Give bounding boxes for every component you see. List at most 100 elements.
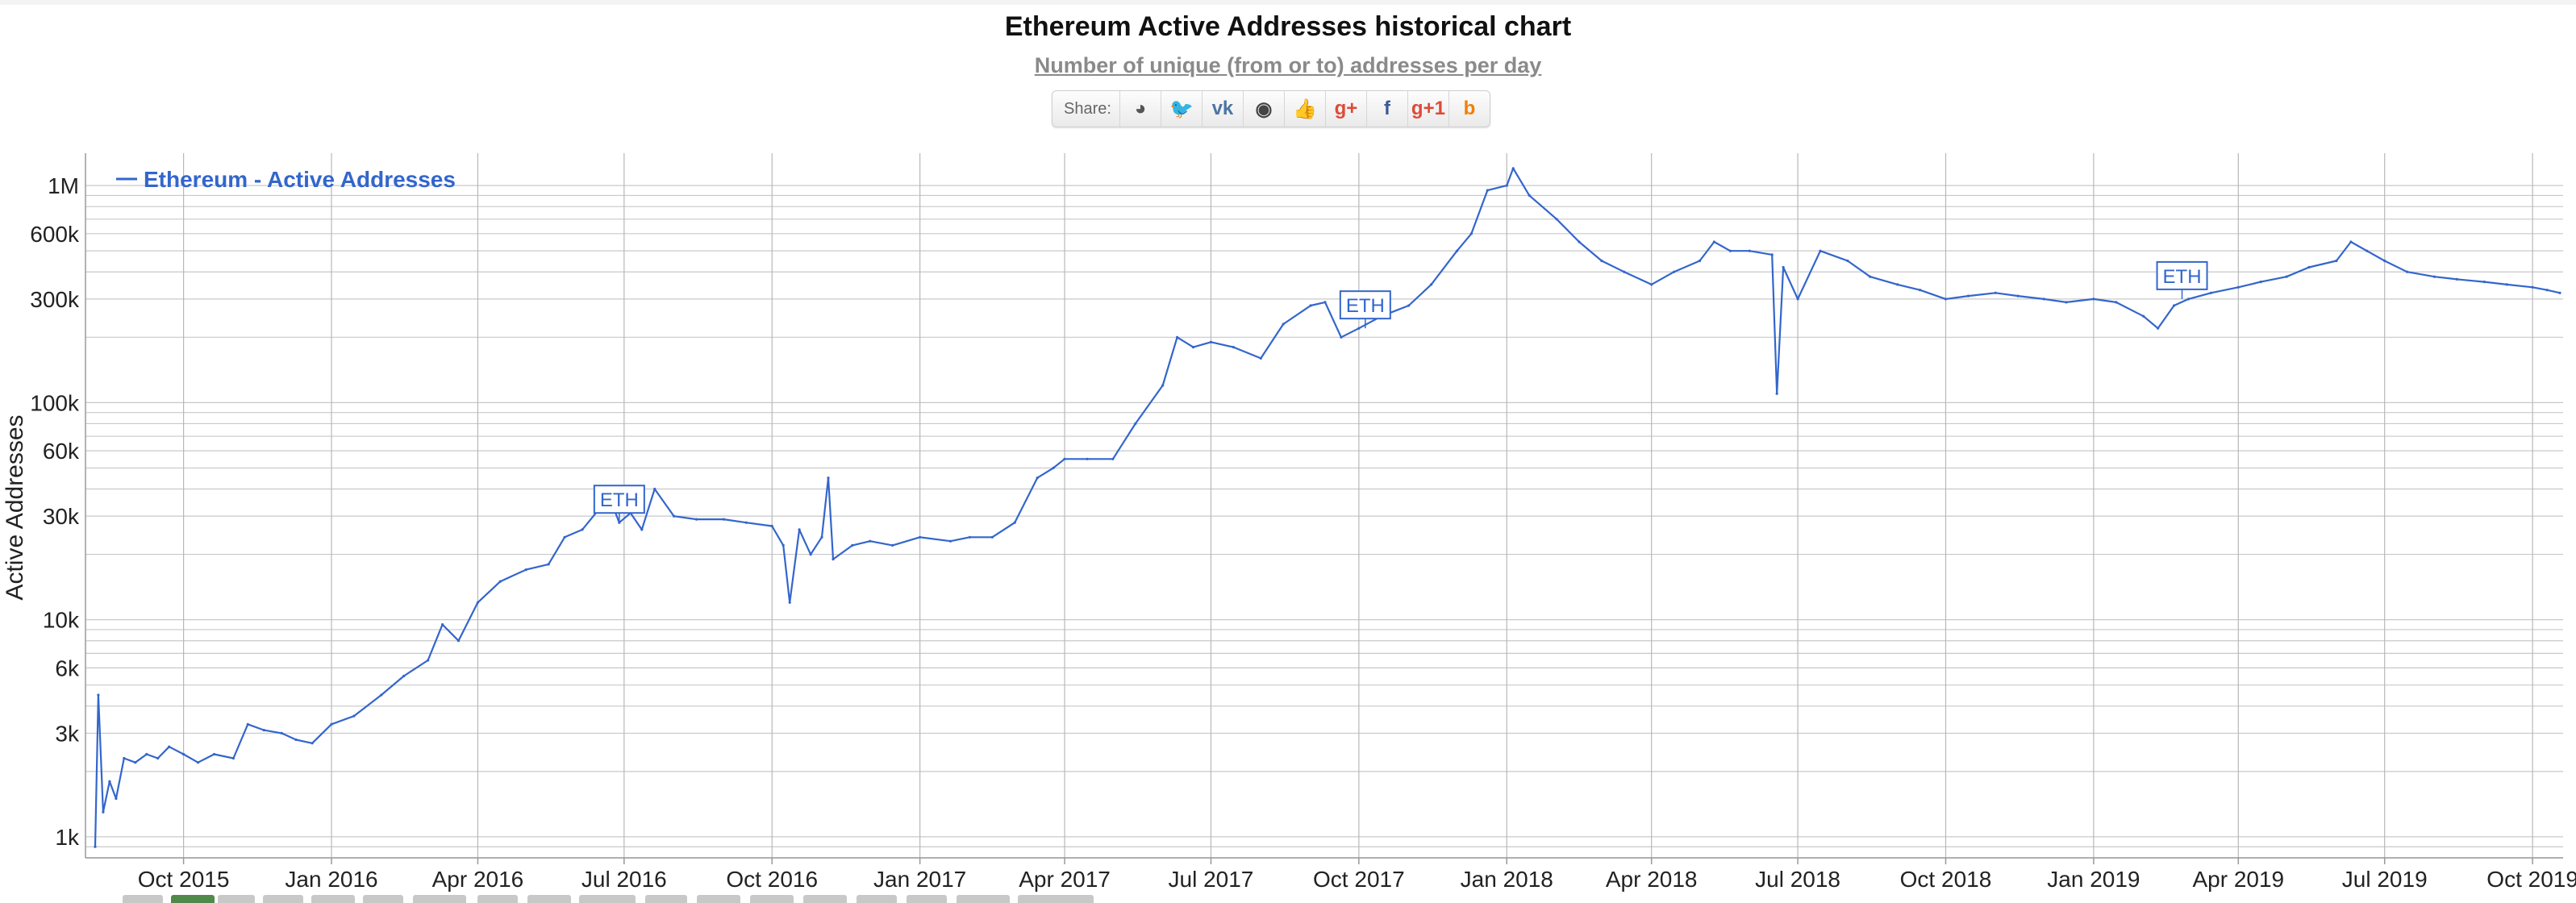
share-reddit-button[interactable]: ◕ <box>1119 91 1161 127</box>
data-point[interactable] <box>102 810 105 814</box>
data-point[interactable] <box>798 528 801 531</box>
range-navigator-button[interactable] <box>123 895 163 903</box>
data-point[interactable] <box>1013 521 1016 524</box>
data-point[interactable] <box>1782 265 1785 269</box>
data-point[interactable] <box>919 535 922 539</box>
range-navigator-button[interactable] <box>803 895 847 903</box>
share-twitter-button[interactable]: 🐦 <box>1160 91 1202 127</box>
data-point[interactable] <box>1323 301 1327 304</box>
data-point[interactable] <box>2335 259 2338 263</box>
data-point[interactable] <box>1919 289 1922 292</box>
data-point[interactable] <box>820 535 823 539</box>
data-point[interactable] <box>788 601 791 604</box>
data-point[interactable] <box>168 745 171 748</box>
data-point[interactable] <box>2236 285 2240 289</box>
data-point[interactable] <box>1819 249 1822 252</box>
data-point[interactable] <box>94 845 97 848</box>
data-point[interactable] <box>1698 259 1702 263</box>
range-navigator-button[interactable] <box>750 895 794 903</box>
data-point[interactable] <box>673 514 676 518</box>
data-point[interactable] <box>2016 294 2020 298</box>
data-point[interactable] <box>1309 304 1312 307</box>
data-point[interactable] <box>722 518 726 521</box>
data-point[interactable] <box>1994 291 1997 294</box>
data-point[interactable] <box>115 797 118 801</box>
data-point[interactable] <box>1063 457 1066 460</box>
data-point[interactable] <box>1232 346 1235 349</box>
data-point[interactable] <box>1191 346 1195 349</box>
legend[interactable]: Ethereum - Active Addresses <box>116 167 456 192</box>
range-navigator-button[interactable] <box>527 895 571 903</box>
data-point[interactable] <box>2065 301 2068 304</box>
data-point[interactable] <box>832 558 835 561</box>
data-point[interactable] <box>280 731 283 735</box>
data-point[interactable] <box>2366 249 2369 252</box>
data-point[interactable] <box>380 693 383 697</box>
range-navigator-button[interactable] <box>579 895 636 903</box>
data-point[interactable] <box>1623 270 1626 273</box>
data-point[interactable] <box>1036 476 1039 480</box>
data-point[interactable] <box>2115 301 2118 304</box>
share-like-button[interactable]: 👍 <box>1283 91 1325 127</box>
data-point[interactable] <box>2259 281 2262 284</box>
data-point[interactable] <box>809 553 812 556</box>
data-point[interactable] <box>1650 283 1653 286</box>
range-navigator-button[interactable] <box>857 895 897 903</box>
range-navigator-button[interactable] <box>218 895 255 903</box>
data-point[interactable] <box>1111 457 1115 460</box>
data-point[interactable] <box>1282 322 1285 326</box>
data-point[interactable] <box>1944 298 1948 301</box>
range-navigator-strip[interactable] <box>0 893 2576 903</box>
data-point[interactable] <box>1896 283 1899 286</box>
share-google-plus-button[interactable]: g+ <box>1324 91 1366 127</box>
data-point[interactable] <box>1259 356 1262 360</box>
share-weibo-button[interactable]: ◉ <box>1242 91 1284 127</box>
data-point[interactable] <box>2173 304 2176 307</box>
data-point[interactable] <box>262 729 265 732</box>
data-point[interactable] <box>2285 275 2288 278</box>
data-point[interactable] <box>1486 189 1489 192</box>
data-point[interactable] <box>123 756 126 760</box>
data-point[interactable] <box>2307 265 2311 269</box>
data-point[interactable] <box>2209 291 2212 294</box>
data-point[interactable] <box>694 518 698 521</box>
data-point[interactable] <box>1086 457 1089 460</box>
data-point[interactable] <box>1555 218 1558 221</box>
data-point[interactable] <box>1748 249 1751 252</box>
share-vk-button[interactable]: vk <box>1201 91 1243 127</box>
data-point[interactable] <box>246 722 249 726</box>
data-point[interactable] <box>2432 275 2436 278</box>
data-point[interactable] <box>827 476 830 480</box>
range-navigator-button[interactable] <box>1050 895 1094 903</box>
share-blogger-button[interactable]: b <box>1448 91 1490 127</box>
data-point[interactable] <box>196 761 200 764</box>
range-navigator-button[interactable] <box>311 895 355 903</box>
data-point[interactable] <box>2406 270 2409 273</box>
data-point[interactable] <box>108 780 111 783</box>
data-point[interactable] <box>1600 259 1603 263</box>
page-subtitle[interactable]: Number of unique (from or to) addresses … <box>1034 53 1542 77</box>
data-point[interactable] <box>1846 259 1849 263</box>
data-point[interactable] <box>547 563 550 566</box>
flag-marker[interactable]: ETH <box>2156 260 2208 299</box>
data-point[interactable] <box>441 623 444 626</box>
data-point[interactable] <box>770 524 773 528</box>
range-navigator-button[interactable] <box>171 895 215 903</box>
range-navigator-button[interactable] <box>697 895 740 903</box>
data-point[interactable] <box>1775 392 1778 395</box>
data-point[interactable] <box>2455 277 2458 281</box>
data-point[interactable] <box>581 528 584 531</box>
data-point[interactable] <box>891 543 894 547</box>
data-point[interactable] <box>2383 259 2386 263</box>
data-point[interactable] <box>851 543 854 547</box>
data-point[interactable] <box>1505 184 1508 187</box>
range-navigator-button[interactable] <box>413 895 466 903</box>
data-point[interactable] <box>1176 335 1179 339</box>
data-point[interactable] <box>231 756 235 760</box>
data-point[interactable] <box>311 742 314 745</box>
data-point[interactable] <box>563 535 566 539</box>
range-navigator-button[interactable] <box>1018 895 1058 903</box>
data-point[interactable] <box>2482 281 2486 284</box>
series-line-0[interactable] <box>94 167 2561 847</box>
data-point[interactable] <box>182 752 185 756</box>
